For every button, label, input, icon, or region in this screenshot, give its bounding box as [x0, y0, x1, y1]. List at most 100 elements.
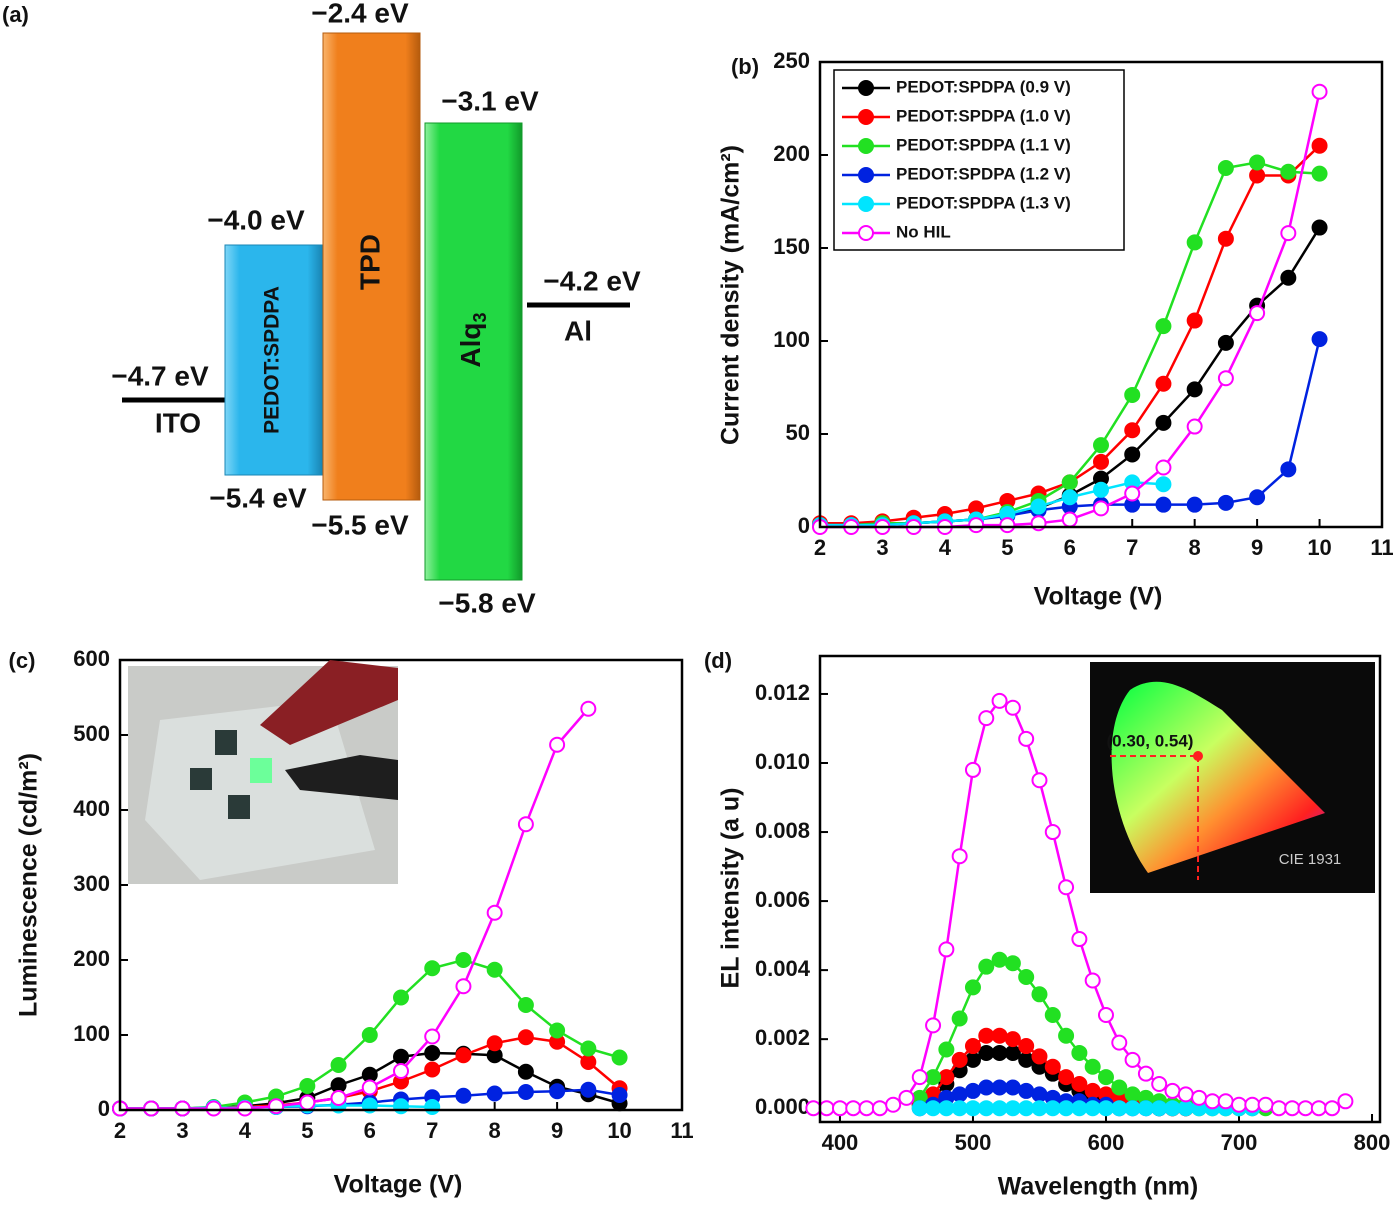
legend-marker — [858, 225, 874, 241]
data-point — [1031, 772, 1048, 789]
pedot-bar — [224, 244, 323, 476]
data-point — [1071, 1044, 1088, 1061]
x-tick-label: 9 — [1251, 535, 1263, 560]
data-point — [978, 1079, 995, 1096]
y-tick-label: 0.002 — [755, 1025, 810, 1050]
data-point — [549, 1083, 566, 1100]
data-point — [1084, 1058, 1101, 1075]
data-point — [1217, 370, 1234, 387]
data-point — [1071, 1100, 1088, 1117]
layer-subscript: 3 — [470, 312, 490, 322]
data-point — [1217, 494, 1234, 511]
data-point — [1018, 1038, 1035, 1055]
data-point — [991, 951, 1008, 968]
data-point — [938, 941, 955, 958]
data-point — [1257, 1096, 1274, 1113]
y-tick-label: 100 — [773, 327, 810, 352]
chart-panel: 400 500 600 700 800 0.000 0.002 0.004 0.006 0.008… — [704, 648, 1390, 1201]
data-point — [330, 1090, 347, 1106]
legend-label: PEDOT:SPDPA (1.2 V) — [896, 164, 1071, 183]
data-point — [517, 1063, 534, 1080]
data-point — [1124, 485, 1141, 502]
data-point — [424, 1061, 441, 1078]
data-point — [393, 1063, 409, 1079]
data-point — [486, 1085, 503, 1102]
data-point — [1018, 1051, 1035, 1068]
data-point — [885, 1096, 902, 1113]
data-point — [925, 1069, 942, 1086]
data-point — [1004, 699, 1021, 716]
data-point — [1031, 1086, 1048, 1103]
x-tick-label: 5 — [1001, 535, 1013, 560]
data-point — [580, 700, 597, 717]
data-point — [898, 1089, 915, 1106]
data-point — [1058, 1027, 1075, 1044]
level-label: −3.1 eV — [441, 85, 539, 116]
panel-label: (c) — [9, 648, 36, 673]
x-tick-label: 700 — [1221, 1130, 1258, 1155]
data-point — [580, 1040, 597, 1057]
data-point — [1164, 1100, 1181, 1117]
data-point — [1111, 1079, 1128, 1096]
cie-point — [1193, 751, 1203, 761]
data-point — [1177, 1100, 1194, 1117]
x-tick-label: 8 — [489, 1118, 501, 1143]
y-tick-label: 0.008 — [755, 818, 810, 843]
x-tick-label: 6 — [1064, 535, 1076, 560]
x-tick-label: 5 — [301, 1118, 313, 1143]
data-point — [1337, 1093, 1354, 1110]
level-label: −4.0 eV — [207, 204, 305, 235]
chart-panel: 2 3 4 5 6 7 8 9 10 11 0 100 200 300 400 500 600 (c) Voltag… — [9, 646, 694, 1199]
data-point — [845, 1100, 862, 1117]
data-point — [978, 710, 995, 727]
x-axis-title: Voltage (V) — [1034, 583, 1163, 611]
data-point — [143, 1100, 160, 1117]
data-point — [1097, 1100, 1114, 1117]
x-tick-label: 9 — [551, 1118, 563, 1143]
legend-label: PEDOT:SPDPA (0.9 V) — [896, 77, 1071, 96]
data-point — [1297, 1100, 1314, 1117]
x-tick-label: 8 — [1189, 535, 1201, 560]
data-point — [991, 692, 1008, 709]
data-point — [938, 1100, 955, 1117]
data-point — [393, 989, 409, 1006]
x-tick-label: 800 — [1354, 1130, 1391, 1155]
data-point — [1155, 375, 1172, 392]
inset-cie: (0.30, 0.54) CIE 1931 — [1090, 662, 1375, 893]
data-point — [1155, 459, 1172, 476]
data-point — [1061, 511, 1078, 528]
data-point — [174, 1100, 191, 1117]
chart-panel: 2 3 4 5 6 7 8 9 10 11 0 50 100 150 200 250 (b) Voltage (V… — [717, 48, 1394, 611]
data-point — [1093, 453, 1109, 470]
data-point — [1084, 972, 1101, 989]
data-point — [951, 1086, 968, 1103]
y-tick-label: 50 — [786, 420, 810, 445]
data-point — [1097, 1069, 1114, 1086]
legend: PEDOT:SPDPA (0.9 V) PEDOT:SPDPA (1.0 V) PE… — [833, 69, 1125, 251]
data-point — [299, 1094, 316, 1111]
plot-frame — [118, 658, 684, 1112]
legend-marker — [858, 109, 874, 125]
y-tick-label: 400 — [73, 796, 110, 821]
alq-bar — [424, 122, 523, 581]
data-point — [455, 952, 472, 968]
data-point — [424, 1045, 441, 1061]
x-tick-label: 11 — [1370, 535, 1393, 560]
y-tick-label: 0.010 — [755, 749, 810, 774]
data-point — [964, 761, 981, 778]
data-point — [1018, 969, 1035, 986]
tpd-bar — [322, 32, 421, 501]
data-point — [978, 1100, 995, 1117]
data-point — [1155, 476, 1172, 493]
level-label: −5.4 eV — [209, 482, 307, 513]
data-point — [393, 1048, 409, 1065]
photo-clip — [260, 660, 398, 745]
data-point — [1186, 312, 1203, 329]
data-point — [1084, 1100, 1101, 1117]
data-point — [1124, 1086, 1141, 1103]
data-point — [549, 1022, 566, 1039]
data-point — [1124, 422, 1141, 439]
legend-label: PEDOT:SPDPA (1.3 V) — [896, 193, 1071, 212]
legend-marker — [858, 138, 874, 154]
